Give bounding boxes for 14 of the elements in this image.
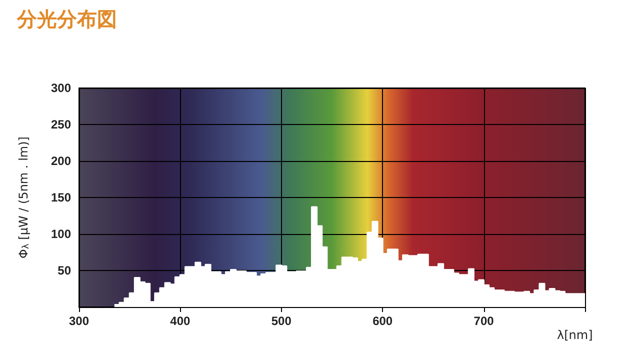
x-tick-label: 600 bbox=[372, 314, 393, 328]
y-tick-label: 250 bbox=[50, 118, 72, 132]
y-tick-label: 300 bbox=[50, 81, 72, 95]
chart-title: 分光分布図 bbox=[16, 7, 117, 31]
y-tick-label: 100 bbox=[50, 227, 72, 241]
x-tick-label: 400 bbox=[170, 314, 191, 328]
x-tick-label: 300 bbox=[68, 314, 90, 328]
y-tick-label: 150 bbox=[50, 190, 72, 204]
y-tick-label: 200 bbox=[50, 154, 72, 168]
y-tick-label: 50 bbox=[58, 264, 72, 278]
x-tick-label: 700 bbox=[474, 314, 494, 328]
y-axis-title: Φλ [μW / (5nm . lm)] bbox=[16, 136, 32, 258]
x-axis-title: λ[nm] bbox=[557, 328, 593, 342]
x-tick-label: 500 bbox=[271, 314, 292, 328]
